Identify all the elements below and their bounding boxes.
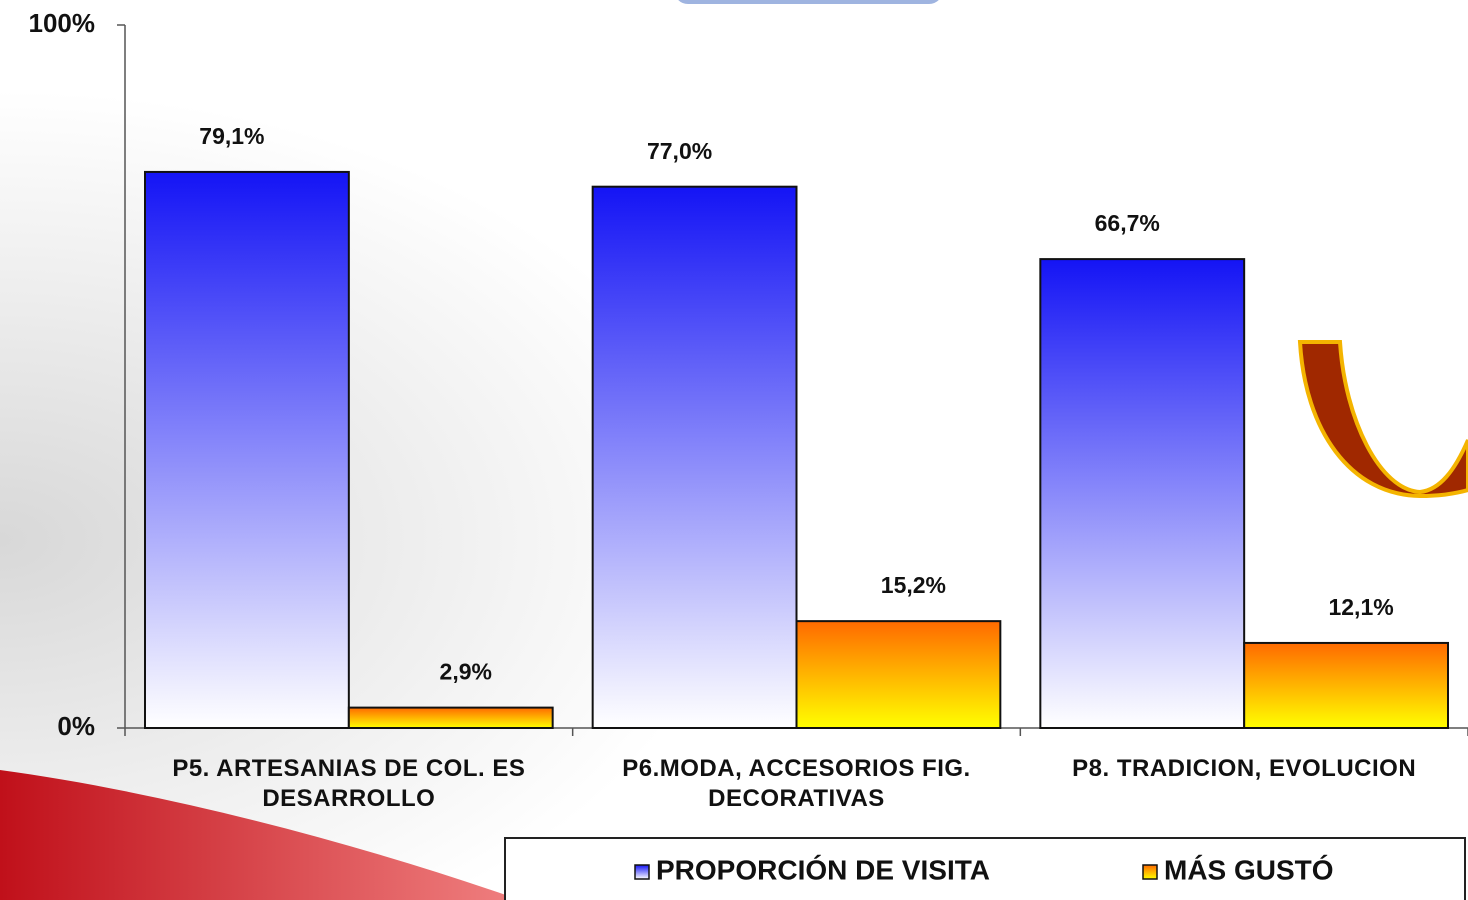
x-tick-label: P5. ARTESANIAS DE COL. ES DESARROLLO xyxy=(172,755,526,812)
legend-label: PROPORCIÓN DE VISITA xyxy=(656,854,990,885)
y-tick-label: 100% xyxy=(29,8,96,38)
data-label: 12,1% xyxy=(1328,594,1393,620)
decor-swoosh xyxy=(0,770,520,900)
data-label: 66,7% xyxy=(1095,210,1160,236)
bar xyxy=(347,706,554,729)
bar xyxy=(1039,258,1246,729)
y-tick-label: 0% xyxy=(57,711,95,741)
bar xyxy=(795,620,1002,729)
bar xyxy=(144,170,350,729)
legend-swatch xyxy=(634,864,650,880)
legend-box xyxy=(504,837,1466,900)
legend-label: MÁS GUSTÓ xyxy=(1164,854,1334,885)
decor-arc xyxy=(1297,340,1468,499)
decor-button xyxy=(678,0,939,4)
legend-swatch xyxy=(1142,864,1158,880)
data-label: 15,2% xyxy=(881,572,946,598)
bar xyxy=(1243,641,1449,730)
x-tick-label: P8. TRADICION, EVOLUCION xyxy=(1072,755,1417,782)
data-label: 2,9% xyxy=(440,659,492,685)
x-tick-label: P6.MODA, ACCESORIOS FIG. DECORATIVAS xyxy=(622,755,971,812)
data-label: 79,1% xyxy=(199,123,264,149)
bar xyxy=(591,185,798,729)
data-label: 77,0% xyxy=(647,138,712,164)
